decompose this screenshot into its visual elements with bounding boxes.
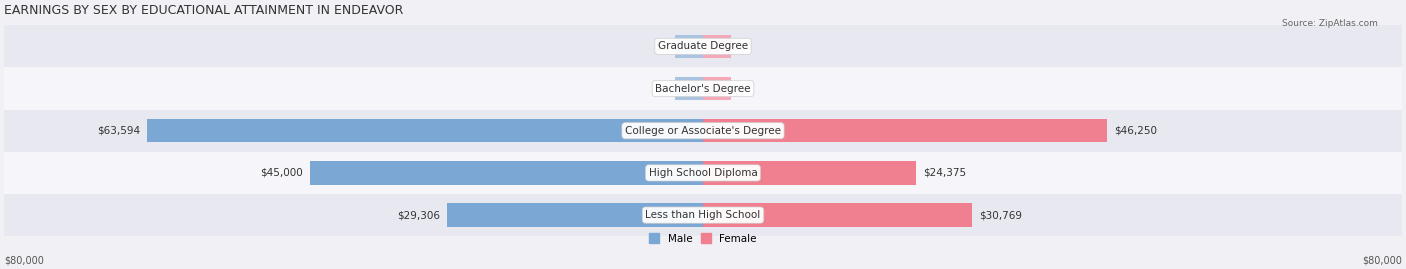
Bar (703, 204, 972, 227)
Text: Source: ZipAtlas.com: Source: ZipAtlas.com (1282, 19, 1378, 28)
Bar (4, 194, 1402, 236)
Text: $0: $0 (655, 41, 668, 51)
Text: High School Diploma: High School Diploma (648, 168, 758, 178)
Bar (309, 161, 703, 185)
Text: $29,306: $29,306 (396, 210, 440, 220)
Text: $45,000: $45,000 (260, 168, 302, 178)
Bar (703, 161, 915, 185)
Bar (675, 35, 703, 58)
Bar (4, 110, 1402, 152)
Bar (703, 77, 731, 100)
Bar (703, 35, 731, 58)
Text: $0: $0 (738, 84, 751, 94)
Text: Graduate Degree: Graduate Degree (658, 41, 748, 51)
Text: $80,000: $80,000 (4, 255, 44, 265)
Text: $24,375: $24,375 (922, 168, 966, 178)
Text: Less than High School: Less than High School (645, 210, 761, 220)
Text: $0: $0 (738, 41, 751, 51)
Text: EARNINGS BY SEX BY EDUCATIONAL ATTAINMENT IN ENDEAVOR: EARNINGS BY SEX BY EDUCATIONAL ATTAINMEN… (4, 4, 404, 17)
Legend: Male, Female: Male, Female (645, 229, 761, 248)
Text: Bachelor's Degree: Bachelor's Degree (655, 84, 751, 94)
Text: College or Associate's Degree: College or Associate's Degree (626, 126, 780, 136)
Bar (447, 204, 703, 227)
Text: $63,594: $63,594 (97, 126, 141, 136)
Text: $30,769: $30,769 (979, 210, 1022, 220)
Bar (4, 152, 1402, 194)
Text: $0: $0 (655, 84, 668, 94)
Bar (675, 77, 703, 100)
Bar (703, 119, 1107, 142)
Bar (4, 68, 1402, 110)
Bar (4, 25, 1402, 68)
Text: $46,250: $46,250 (1114, 126, 1157, 136)
Text: $80,000: $80,000 (1362, 255, 1402, 265)
Bar (148, 119, 703, 142)
